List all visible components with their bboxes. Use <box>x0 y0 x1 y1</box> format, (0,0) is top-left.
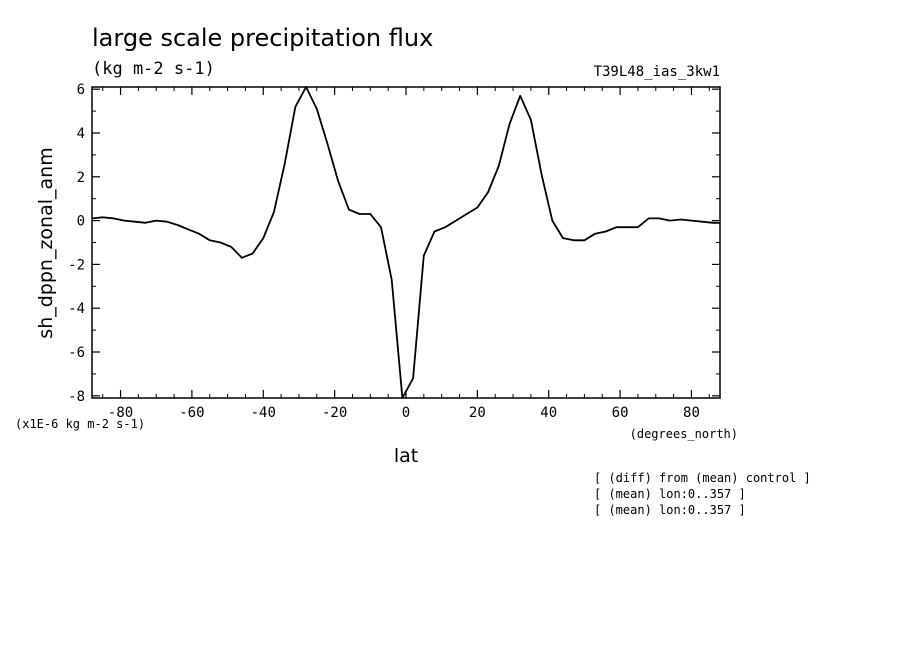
note-2: [ (mean) lon:0..357 ] <box>594 487 746 501</box>
y-tick-label: -4 <box>68 301 85 317</box>
chart-title: large scale precipitation flux <box>92 24 433 52</box>
y-tick-label: 2 <box>77 170 85 186</box>
x-axis: -80 -60 -40 -20 0 20 40 60 80 <box>102 87 710 421</box>
y-tick-label: 4 <box>77 126 85 142</box>
y-axis: -8 -6 -4 -2 0 2 4 6 <box>68 82 720 405</box>
y-tick-label: -8 <box>68 389 85 405</box>
x-tick-label: 20 <box>469 405 486 421</box>
x-units-label: (degrees_north) <box>630 427 738 441</box>
x-tick-label: 80 <box>683 405 700 421</box>
chart-units: (kg m-2 s-1) <box>92 59 215 79</box>
note-1: [ (diff) from (mean) control ] <box>594 471 811 485</box>
y-tick-label: 0 <box>77 214 85 230</box>
x-tick-label: 40 <box>540 405 557 421</box>
x-axis-label: lat <box>394 445 418 467</box>
series-line <box>91 86 720 399</box>
y-tick-label: -6 <box>68 345 85 361</box>
y-tick-label: -2 <box>68 257 85 273</box>
note-3: [ (mean) lon:0..357 ] <box>594 503 746 517</box>
x-tick-label: -80 <box>108 405 133 421</box>
y-tick-label: 6 <box>77 82 85 98</box>
plot-frame <box>91 86 721 399</box>
x-tick-label: -40 <box>251 405 276 421</box>
x-tick-label: 0 <box>402 405 410 421</box>
y-axis-label: sh_dppn_zonal_anm <box>35 147 57 338</box>
y-scale-label: (x1E-6 kg m-2 s-1) <box>15 417 145 431</box>
x-tick-label: 60 <box>612 405 629 421</box>
x-tick-label: -60 <box>179 405 204 421</box>
run-id: T39L48_ias_3kw1 <box>594 64 720 80</box>
series-layer <box>91 86 720 399</box>
x-tick-label: -20 <box>322 405 347 421</box>
